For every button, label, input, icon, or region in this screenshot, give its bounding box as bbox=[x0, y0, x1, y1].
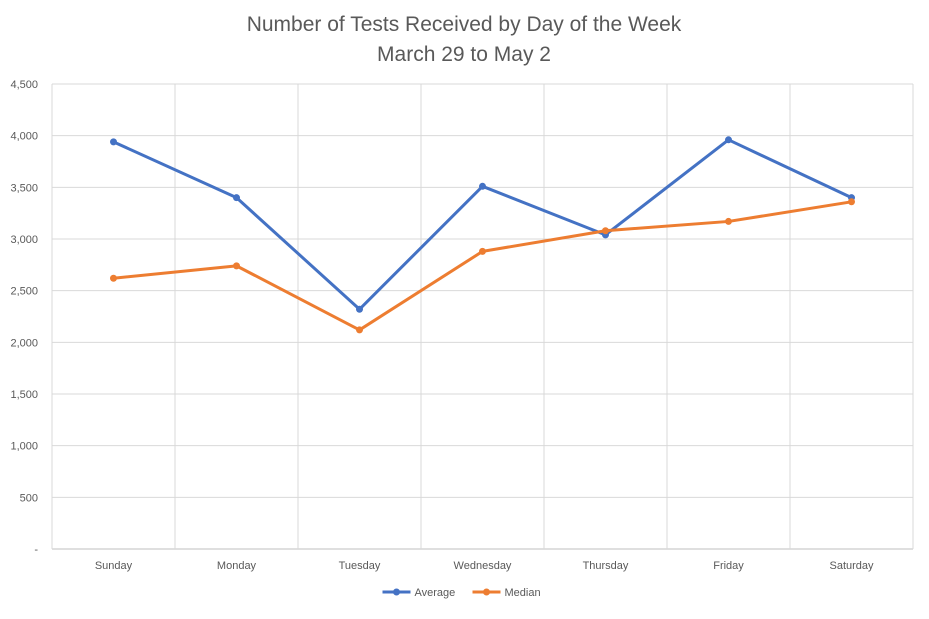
legend: Average Median bbox=[382, 587, 541, 599]
data-point-median bbox=[602, 227, 609, 235]
data-point-median bbox=[356, 326, 363, 334]
y-tick-label: - bbox=[34, 544, 38, 556]
x-tick-label: Sunday bbox=[95, 560, 133, 572]
y-tick-label: 3,000 bbox=[10, 234, 38, 246]
x-tick-label: Monday bbox=[217, 560, 257, 572]
data-point-average bbox=[110, 138, 117, 146]
x-axis-ticks: Sunday Monday Tuesday Wednesday Thursday Frid… bbox=[95, 560, 874, 572]
chart-title: Number of Tests Received by Day of the W… bbox=[247, 13, 682, 36]
y-tick-label: 4,500 bbox=[10, 79, 38, 91]
series-line-median bbox=[112, 200, 853, 332]
gridlines bbox=[51, 83, 914, 550]
legend-label-median: Median bbox=[505, 587, 541, 599]
x-tick-label: Friday bbox=[713, 560, 744, 572]
data-point-median bbox=[233, 262, 240, 270]
series-lines bbox=[110, 136, 855, 334]
y-tick-label: 1,000 bbox=[10, 441, 38, 453]
x-tick-label: Thursday bbox=[583, 560, 629, 572]
y-tick-label: 3,500 bbox=[10, 182, 38, 194]
data-point-average bbox=[233, 194, 240, 202]
x-tick-label: Saturday bbox=[829, 560, 874, 572]
y-tick-label: 1,500 bbox=[10, 389, 38, 401]
y-tick-label: 2,000 bbox=[10, 337, 38, 349]
data-point-average bbox=[479, 182, 486, 190]
legend-marker-median bbox=[483, 588, 490, 596]
x-tick-label: Wednesday bbox=[454, 560, 512, 572]
legend-item-median: Median bbox=[472, 587, 541, 599]
chart-subtitle: March 29 to May 2 bbox=[377, 43, 551, 66]
legend-item-average: Average bbox=[382, 587, 456, 599]
y-tick-label: 2,500 bbox=[10, 286, 38, 298]
data-point-average bbox=[725, 136, 732, 144]
data-point-median bbox=[479, 247, 486, 255]
y-tick-label: 500 bbox=[20, 492, 38, 504]
legend-marker-average bbox=[393, 588, 400, 596]
data-point-median bbox=[848, 198, 855, 206]
y-tick-label: 4,000 bbox=[10, 131, 38, 143]
series-line-average bbox=[112, 138, 853, 311]
data-point-median bbox=[110, 274, 117, 282]
x-tick-label: Tuesday bbox=[339, 560, 381, 572]
data-point-median bbox=[725, 217, 732, 225]
legend-label-average: Average bbox=[415, 587, 456, 599]
data-point-average bbox=[356, 305, 363, 313]
y-axis-ticks: - 500 1,000 1,500 2,000 2,500 3,000 3,500 4,000 4… bbox=[10, 79, 38, 556]
